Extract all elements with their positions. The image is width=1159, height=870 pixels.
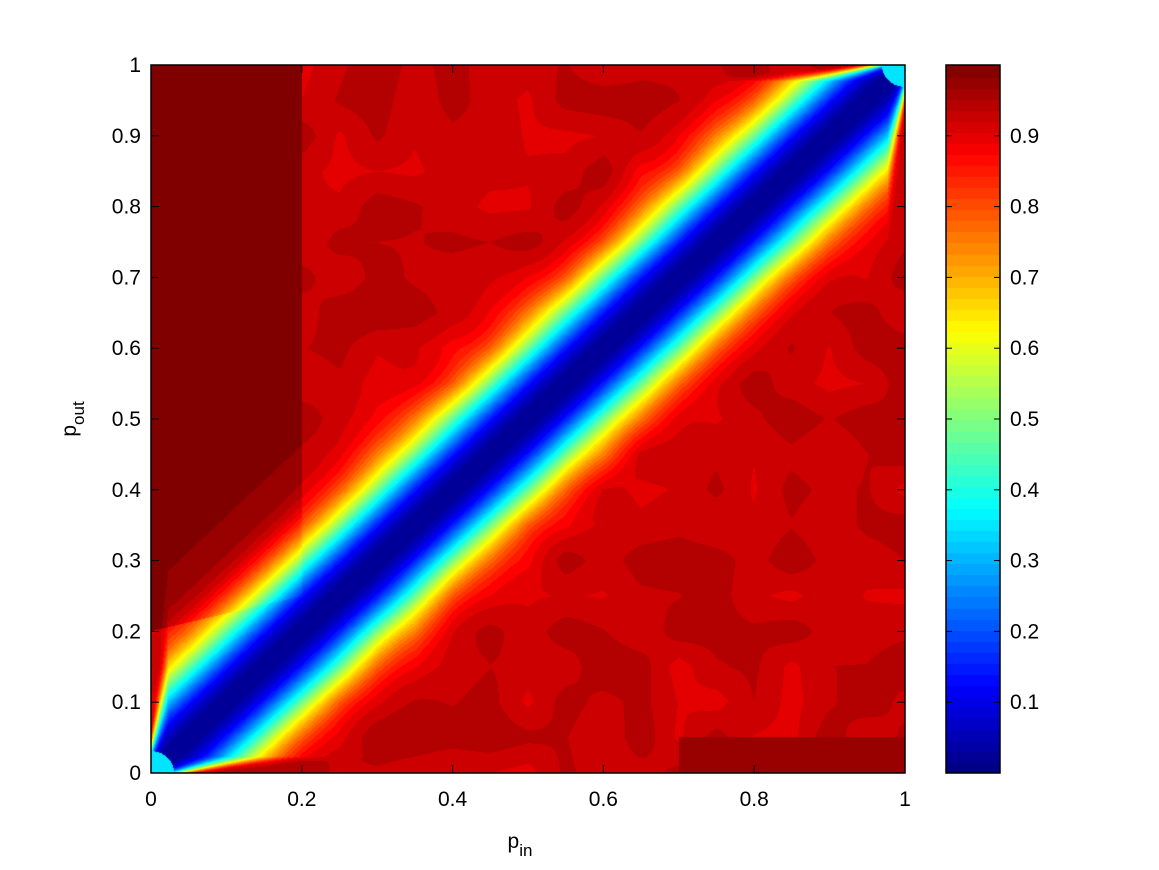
- colorbar-axes: 0.1 0.2 0.3 0.4 0.5 0.6 0.7 0.8 0.9: [945, 64, 1040, 774]
- y-tick-label: 0.7: [112, 266, 141, 289]
- x-axis-label-main: p: [508, 830, 520, 853]
- x-tick-label: 0.8: [740, 788, 769, 811]
- y-tick-label: 0.9: [112, 125, 141, 148]
- y-tick-label: 0.5: [112, 408, 141, 431]
- colorbar-tick-label: 0.6: [1010, 337, 1039, 360]
- x-tick-label: 0.4: [438, 788, 468, 811]
- y-axis-label: pout: [58, 401, 88, 437]
- colorbar-tick-label: 0.8: [1010, 196, 1039, 219]
- x-axis-label-sub: in: [519, 841, 532, 860]
- main-axes: 0 0.2 0.4 0.6 0.8 1 0 0.1 0.2 0.3 0.4 0.5 0.6 0.7 0.8 0…: [112, 54, 911, 811]
- colorbar-tick-label: 0.5: [1010, 408, 1039, 431]
- heatmap-plot: [151, 65, 905, 773]
- y-tick-label: 0.8: [112, 196, 141, 219]
- colorbar-tick-label: 0.7: [1010, 266, 1039, 289]
- y-tick-label: 0.4: [112, 479, 142, 502]
- colorbar-gradient: [946, 65, 1000, 773]
- colorbar-tick-label: 0.1: [1010, 691, 1039, 714]
- x-tick-label: 1: [899, 788, 911, 811]
- colorbar-frame: [945, 64, 1001, 774]
- x-tick-label: 0.6: [589, 788, 618, 811]
- y-tick-label: 1: [129, 54, 141, 77]
- colorbar-tick-label: 0.2: [1010, 620, 1039, 643]
- x-tick-label: 0.2: [287, 788, 316, 811]
- colorbar-tick-label: 0.4: [1010, 479, 1040, 502]
- y-tick-label: 0.3: [112, 550, 141, 573]
- x-tick-label: 0: [145, 788, 157, 811]
- colorbar-tick-label: 0.9: [1010, 125, 1039, 148]
- y-tick-label: 0: [129, 762, 141, 785]
- y-tick-label: 0.1: [112, 691, 141, 714]
- plot-frame: [150, 64, 906, 774]
- colorbar-tick-label: 0.3: [1010, 550, 1039, 573]
- y-tick-label: 0.6: [112, 337, 141, 360]
- y-axis-label-sub: out: [69, 401, 88, 425]
- x-axis-label: pin: [508, 830, 533, 860]
- y-tick-label: 0.2: [112, 620, 141, 643]
- y-axis-label-main: p: [58, 425, 81, 437]
